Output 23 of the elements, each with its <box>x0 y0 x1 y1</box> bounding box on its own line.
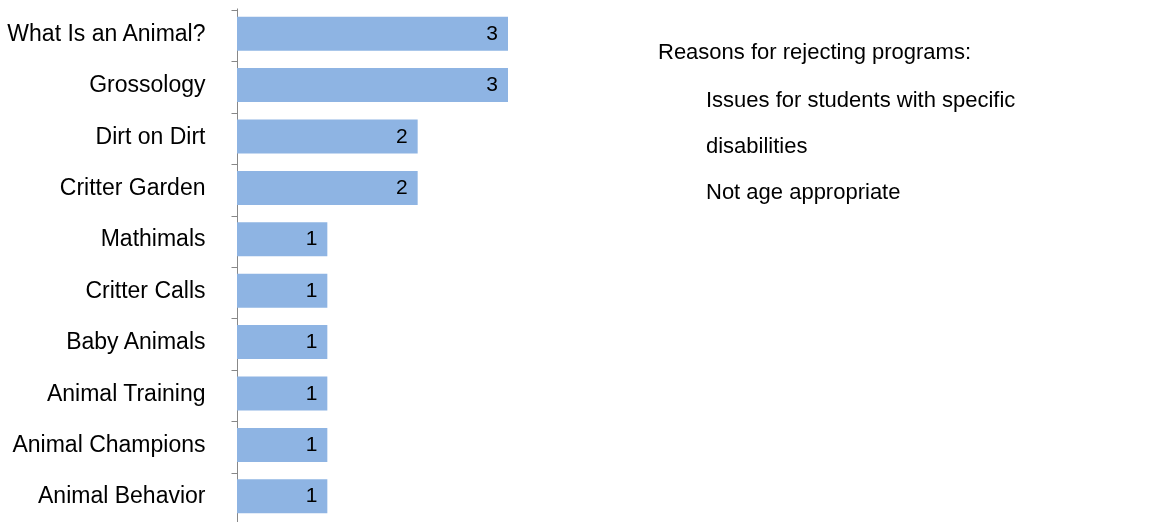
data-label: 2 <box>395 123 408 147</box>
y-tick-label: Dirt on Dirt <box>95 122 207 149</box>
text: Issues for students with specific disabilities <box>706 87 1016 158</box>
y-tick-label: Baby Animals <box>66 328 206 355</box>
data-label: 1 <box>305 329 318 353</box>
y-tick-label: What Is an Animal? <box>7 19 206 46</box>
data-label: 1 <box>305 380 318 404</box>
y-tick-label: Animal Training <box>46 379 206 406</box>
data-label: 3 <box>486 20 498 44</box>
y-tick-label: Critter Calls <box>85 276 206 303</box>
y-tick-label: Grossology <box>89 71 206 98</box>
data-label: 3 <box>486 72 498 96</box>
y-tick-label: Mathimals <box>100 225 206 252</box>
y-tick-label: Animal Champions <box>12 430 206 457</box>
data-label: 2 <box>395 174 408 198</box>
data-label: 1 <box>305 277 318 301</box>
data-label: 1 <box>305 483 318 507</box>
text: Not age appropriate <box>706 179 901 204</box>
text: Reasons for rejecting programs: <box>658 39 972 64</box>
data-label: 1 <box>305 226 318 250</box>
data-label: 1 <box>305 431 318 455</box>
y-tick-label: Critter Garden <box>59 173 206 200</box>
y-tick-label: Animal Behavior <box>38 482 206 509</box>
